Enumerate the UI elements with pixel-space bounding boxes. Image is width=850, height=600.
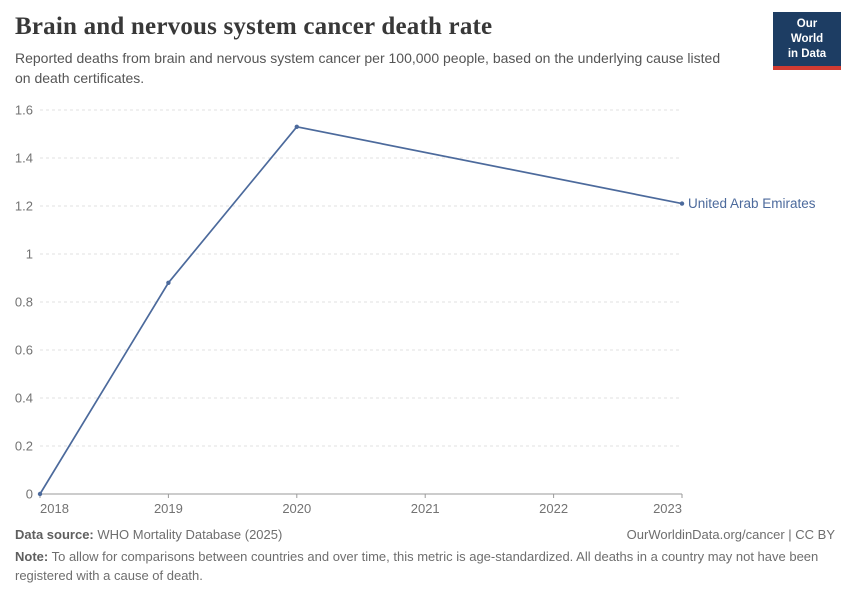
data-point[interactable]	[37, 491, 43, 497]
data-point[interactable]	[294, 124, 299, 129]
x-tick-label: 2020	[282, 501, 311, 516]
series-line[interactable]	[39, 125, 683, 495]
x-tick-label: 2021	[411, 501, 440, 516]
y-tick-label: 1	[26, 247, 33, 262]
x-tick-label: 2019	[154, 501, 183, 516]
data-source-value: WHO Mortality Database (2025)	[93, 527, 283, 542]
y-tick-label: 0.4	[15, 391, 33, 406]
y-tick-label: 1.6	[15, 103, 33, 118]
note-value: To allow for comparisons between countri…	[15, 549, 819, 583]
data-point[interactable]	[166, 280, 171, 285]
y-tick-label: 0	[26, 487, 33, 502]
chart-header: Brain and nervous system cancer death ra…	[15, 13, 760, 89]
data-point[interactable]	[679, 201, 685, 206]
chart-footer: Data source: WHO Mortality Database (202…	[15, 527, 835, 586]
owid-logo[interactable]: Our World in Data	[773, 12, 841, 70]
y-tick-label: 0.8	[15, 295, 33, 310]
data-source-label: Data source:	[15, 527, 94, 542]
y-tick-label: 1.2	[15, 199, 33, 214]
entity-label[interactable]: United Arab Emirates	[688, 196, 816, 211]
owid-logo-line1: Our World	[790, 18, 824, 45]
license-link[interactable]: OurWorldinData.org/cancer | CC BY	[626, 527, 835, 542]
y-tick-label: 0.2	[15, 439, 33, 454]
data-source-line: Data source: WHO Mortality Database (202…	[15, 527, 282, 542]
chart-note: Note: To allow for comparisons between c…	[15, 548, 835, 586]
y-tick-label: 0.6	[15, 343, 33, 358]
y-tick-label: 1.4	[15, 151, 33, 166]
chart-title: Brain and nervous system cancer death ra…	[15, 13, 493, 40]
x-tick-label: 2022	[539, 501, 568, 516]
chart-subtitle: Reported deaths from brain and nervous s…	[15, 50, 721, 86]
owid-logo-line2: in Data	[787, 47, 827, 60]
note-label: Note:	[15, 549, 49, 564]
x-tick-label: 2023	[653, 501, 682, 516]
x-tick-label: 2018	[40, 501, 69, 516]
